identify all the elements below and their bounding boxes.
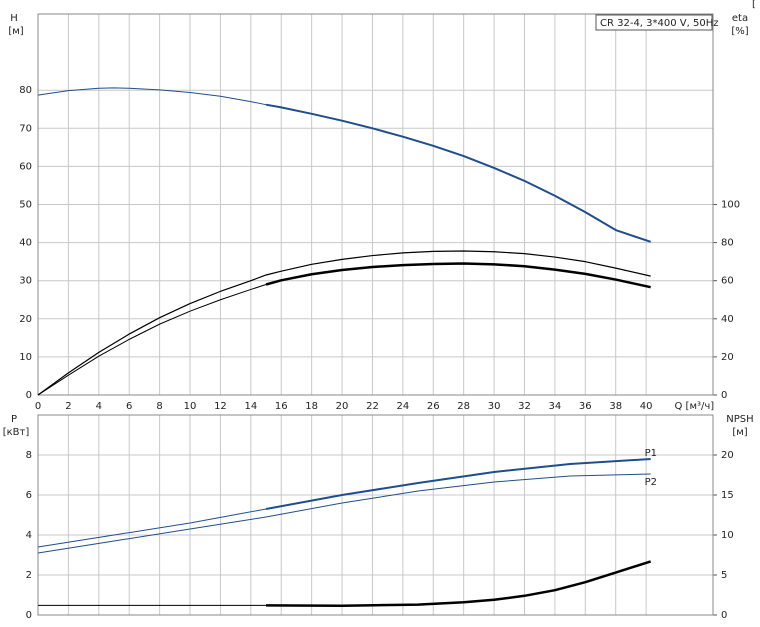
y-label: H [10, 13, 18, 24]
x-tick-label: 16 [275, 401, 288, 412]
curve [37, 87, 267, 106]
y2-label: eta [732, 13, 748, 24]
y2-tick-label: 60 [721, 276, 734, 287]
x-label: Q [м³/ч] [675, 401, 715, 412]
y-tick-label: 0 [26, 390, 32, 401]
curve [37, 284, 267, 396]
y-tick-label: 8 [26, 450, 32, 461]
x-tick-label: 26 [427, 401, 440, 412]
y-unit: [м] [8, 26, 23, 37]
y-tick-label: 6 [26, 490, 32, 501]
plot-frame [37, 414, 714, 616]
x-tick-label: 40 [640, 401, 653, 412]
x-tick-label: 0 [35, 401, 41, 412]
y2-unit: [%] [731, 26, 748, 37]
x-tick-label: 36 [579, 401, 592, 412]
y2-tick-label: 0 [721, 390, 727, 401]
x-tick-label: 10 [184, 401, 197, 412]
plot-frame [37, 13, 714, 396]
curve-label: P2 [645, 477, 657, 488]
x-tick-label: 38 [609, 401, 622, 412]
curve [266, 560, 652, 608]
y2-tick-label: 20 [721, 450, 734, 461]
y2-tick-label: 5 [721, 570, 727, 581]
curve-label: P1 [645, 448, 657, 459]
y-tick-label: 4 [26, 530, 32, 541]
x-tick-label: 22 [366, 401, 379, 412]
x-tick-label: 34 [549, 401, 562, 412]
x-tick-label: 32 [518, 401, 531, 412]
y-tick-label: 80 [19, 85, 32, 96]
y-tick-label: 50 [19, 200, 32, 211]
corner-mark: [ [752, 0, 756, 10]
y2-unit: [м] [732, 427, 747, 438]
title-box [595, 14, 713, 31]
y2-label: NPSH [726, 414, 753, 425]
curve [265, 458, 651, 510]
y-tick-label: 0 [26, 610, 32, 621]
x-tick-label: 24 [396, 401, 409, 412]
y-tick-label: 30 [19, 276, 32, 287]
y2-tick-label: 10 [721, 530, 734, 541]
curve [37, 473, 651, 554]
curve [37, 250, 651, 396]
x-tick-label: 4 [96, 401, 102, 412]
y-tick-label: 20 [19, 314, 32, 325]
y-tick-label: 2 [26, 570, 32, 581]
x-tick-label: 18 [305, 401, 318, 412]
x-tick-label: 2 [65, 401, 71, 412]
y2-tick-label: 0 [721, 610, 727, 621]
curve [37, 508, 267, 548]
y-tick-label: 70 [19, 123, 32, 134]
y-unit: [кВт] [3, 427, 30, 438]
y-tick-label: 40 [19, 238, 32, 249]
y2-tick-label: 20 [721, 352, 734, 363]
x-tick-label: 12 [214, 401, 227, 412]
x-tick-label: 6 [126, 401, 132, 412]
x-tick-label: 8 [156, 401, 162, 412]
y2-tick-label: 80 [721, 238, 734, 249]
x-tick-label: 30 [488, 401, 501, 412]
chart-title: CR 32-4, 3*400 V, 50Hz [600, 18, 718, 29]
y-label: P [11, 414, 17, 425]
x-tick-label: 28 [457, 401, 470, 412]
curve [265, 262, 651, 289]
y-tick-label: 10 [19, 352, 32, 363]
y-tick-label: 60 [19, 161, 32, 172]
x-tick-label: 20 [336, 401, 349, 412]
y2-tick-label: 100 [721, 200, 740, 211]
x-tick-label: 14 [244, 401, 257, 412]
curve [265, 103, 651, 243]
y2-tick-label: 15 [721, 490, 734, 501]
y2-tick-label: 40 [721, 314, 734, 325]
